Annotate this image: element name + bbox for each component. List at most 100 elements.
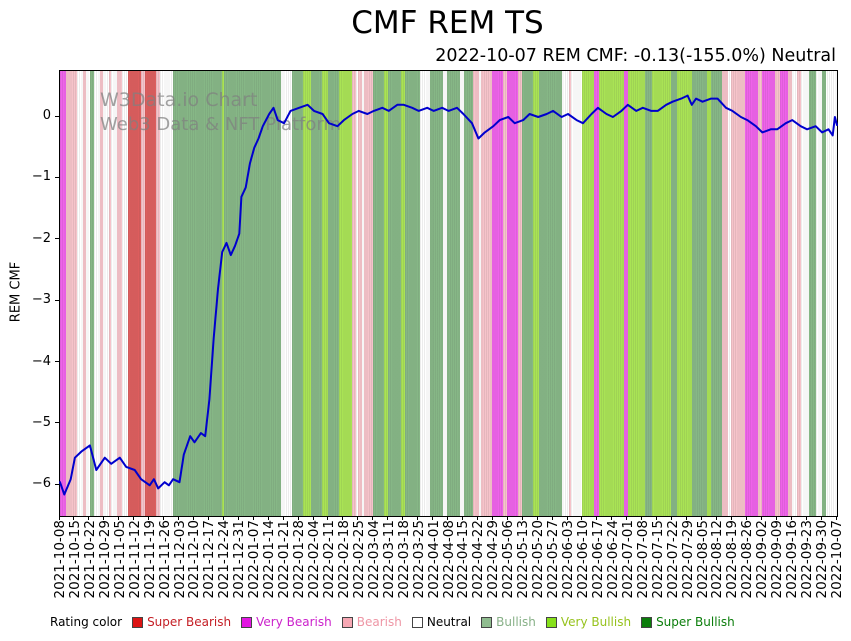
rating-band-neutral <box>826 71 837 516</box>
y-tick <box>55 361 59 363</box>
rating-band-bearish <box>358 71 363 516</box>
x-tick <box>686 516 688 520</box>
chart-subtitle: 2022-10-07 REM CMF: -0.13(-155.0%) Neutr… <box>435 46 836 66</box>
x-tick <box>447 516 448 520</box>
rating-band-very_bullish <box>581 71 595 516</box>
rating-band-super_bearish <box>128 71 141 516</box>
y-tick <box>55 176 59 178</box>
rating-band-neutral <box>111 71 118 516</box>
rating-band-bullish <box>372 71 384 516</box>
rating-band-bearish <box>155 71 161 516</box>
x-tick-label: 2022-01-14 <box>261 520 278 599</box>
x-tick-label: 2022-08-19 <box>724 520 741 599</box>
x-tick <box>835 516 837 520</box>
x-tick <box>626 516 628 520</box>
rating-band-very_bullish <box>651 71 671 516</box>
legend-swatch-neutral <box>411 616 423 628</box>
x-tick <box>581 516 583 520</box>
rating-band-very_bearish <box>60 71 67 516</box>
x-tick <box>551 516 553 520</box>
legend-item-very_bearish: Very Bearish <box>241 615 332 629</box>
rating-band-neutral <box>479 71 482 516</box>
rating-band-neutral <box>85 71 90 516</box>
x-tick <box>58 516 60 520</box>
x-tick <box>327 516 329 520</box>
x-tick-label: 2022-05-13 <box>515 520 532 599</box>
x-tick <box>417 516 419 520</box>
x-tick-label: 2021-12-31 <box>231 520 248 599</box>
legend-label-bullish: Bullish <box>496 615 536 629</box>
x-tick <box>656 516 658 520</box>
x-tick <box>506 516 508 520</box>
rating-band-bearish <box>502 71 508 516</box>
rating-band-very_bullish <box>532 71 539 516</box>
x-tick-label: 2022-07-08 <box>634 520 651 599</box>
x-tick-label: 2022-02-18 <box>335 520 352 599</box>
x-tick <box>103 516 105 520</box>
rating-band-bullish <box>822 71 827 516</box>
x-tick-label: 2021-10-15 <box>66 520 83 599</box>
x-tick <box>148 516 150 520</box>
x-tick <box>461 516 463 520</box>
x-tick-label: 2022-07-15 <box>649 520 666 599</box>
rating-band-bearish <box>568 71 571 516</box>
x-tick-label: 2022-01-07 <box>246 520 263 599</box>
rating-band-very_bullish <box>321 71 329 516</box>
x-tick <box>775 516 777 520</box>
rating-band-neutral <box>815 71 823 516</box>
x-tick-label: 2022-07-22 <box>664 520 681 599</box>
rating-band-very_bullish <box>400 71 405 516</box>
x-tick-label: 2022-02-11 <box>320 520 337 599</box>
x-tick <box>163 516 165 520</box>
y-tick-label: −2 <box>31 230 51 246</box>
legend-swatch-super_bullish <box>641 616 653 628</box>
legend-label-super_bullish: Super Bullish <box>656 615 735 629</box>
rating-band-bullish <box>809 71 816 516</box>
y-tick-label: −5 <box>31 414 51 430</box>
rating-band-bearish <box>351 71 356 516</box>
x-tick-label: 2021-12-24 <box>216 520 233 599</box>
x-tick <box>252 516 254 520</box>
y-tick <box>55 483 59 485</box>
rating-bands-layer <box>60 71 837 516</box>
y-tick-label: 0 <box>42 108 51 124</box>
x-tick-label: 2022-02-25 <box>350 520 367 599</box>
rating-band-very_bullish <box>338 71 352 516</box>
x-tick-label: 2022-04-29 <box>485 520 502 599</box>
x-tick <box>566 516 568 520</box>
x-tick-label: 2022-03-25 <box>410 520 427 599</box>
x-tick <box>73 516 75 520</box>
x-tick <box>133 516 135 520</box>
legend-title: Rating color <box>50 615 123 629</box>
rating-band-neutral <box>419 71 431 516</box>
x-tick-label: 2022-09-23 <box>799 520 816 599</box>
x-tick <box>491 516 493 520</box>
rating-band-bullish <box>711 71 723 516</box>
rating-band-bearish <box>758 71 763 516</box>
x-tick-label: 2022-09-09 <box>769 520 786 599</box>
rating-band-very_bullish <box>383 71 388 516</box>
legend-item-super_bullish: Super Bullish <box>641 615 735 629</box>
x-tick <box>387 516 389 520</box>
y-tick-label: −3 <box>31 292 51 308</box>
x-tick <box>88 516 90 520</box>
rating-band-very_bullish <box>707 71 712 516</box>
legend-swatch-super_bearish <box>132 616 144 628</box>
x-tick <box>820 516 822 520</box>
x-tick-label: 2022-01-28 <box>291 520 308 599</box>
x-tick-label: 2022-09-30 <box>814 520 831 599</box>
y-tick-label: −4 <box>31 353 51 369</box>
legend-swatch-bullish <box>481 616 493 628</box>
rating-band-bullish <box>311 71 322 516</box>
rating-band-neutral <box>460 71 465 516</box>
rating-band-bearish <box>472 71 480 516</box>
rating-band-bullish <box>447 71 461 516</box>
rating-legend: Rating color Super Bearish Very Bearish Be… <box>50 615 735 629</box>
rating-band-super_bearish <box>145 71 156 516</box>
x-tick <box>297 516 299 520</box>
rating-band-bearish <box>517 71 522 516</box>
x-tick <box>118 516 120 520</box>
x-tick-label: 2021-11-12 <box>126 520 143 599</box>
x-tick <box>596 516 598 520</box>
